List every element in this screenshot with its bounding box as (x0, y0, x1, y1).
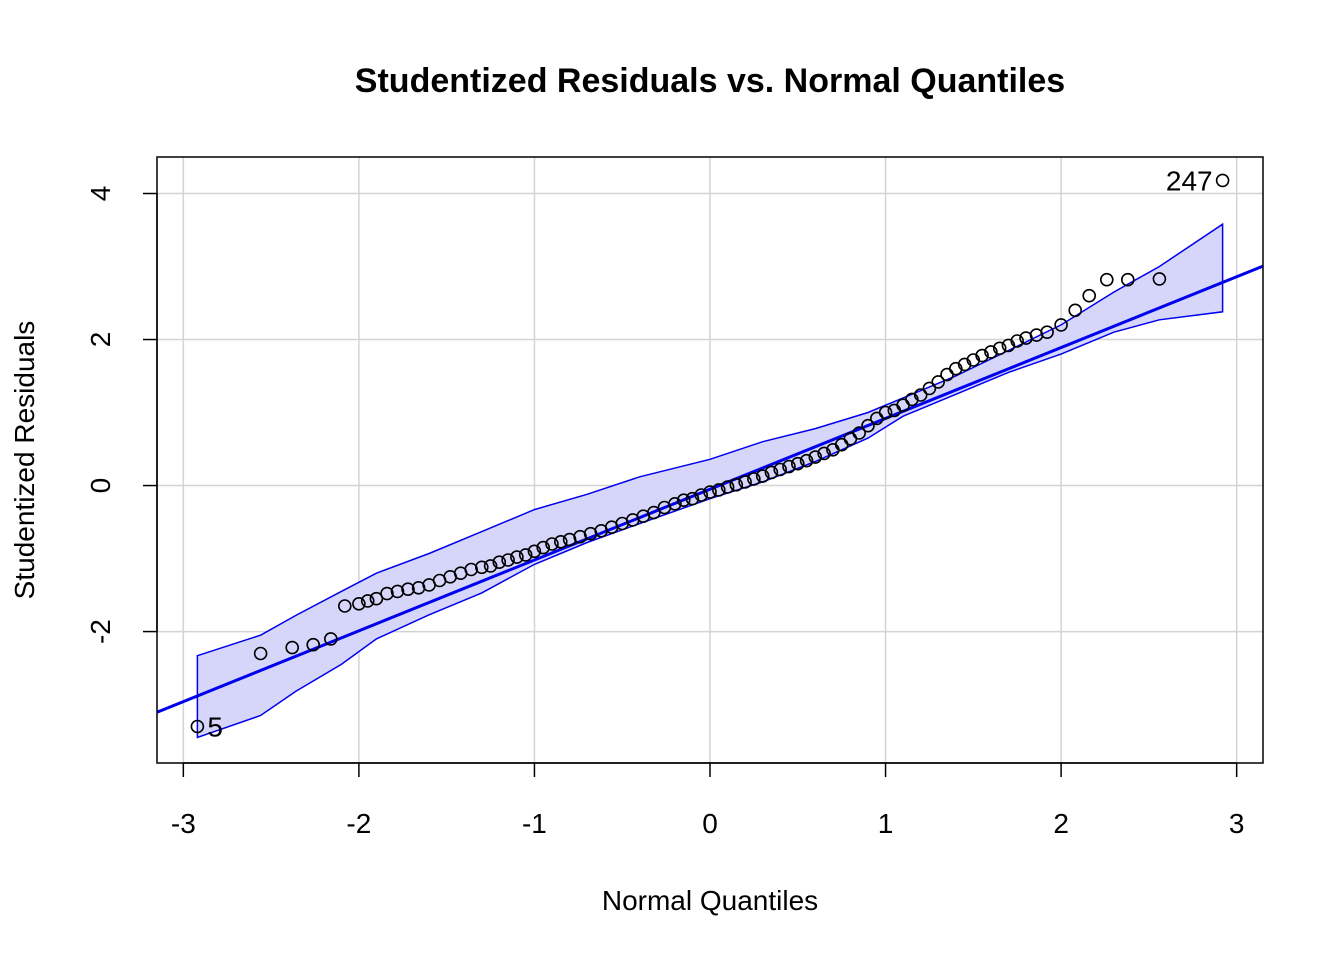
data-point (817, 446, 831, 461)
data-point (464, 562, 479, 577)
confidence-envelope (196, 222, 1224, 739)
data-point (401, 582, 415, 597)
data-point (646, 505, 661, 520)
data-point (685, 491, 700, 506)
x-axis-label: Normal Quantiles (602, 885, 818, 916)
data-point (474, 560, 489, 575)
data-point (337, 599, 352, 613)
data-point (190, 719, 205, 734)
reference-line (157, 264, 1263, 714)
data-point (536, 540, 551, 555)
data-point (323, 632, 338, 646)
data-point (369, 591, 384, 606)
y-tick-label: 0 (85, 478, 116, 494)
data-point (852, 426, 867, 440)
data-point (518, 548, 533, 562)
data-point (545, 537, 559, 551)
data-point (501, 553, 515, 567)
data-point (1010, 334, 1025, 348)
data-point (1152, 272, 1167, 286)
data-point (747, 472, 761, 486)
data-point (808, 450, 823, 464)
data-point (1100, 272, 1114, 287)
data-point (975, 348, 989, 363)
y-tick-label: -2 (85, 619, 116, 644)
data-point (913, 388, 928, 402)
data-point (720, 480, 735, 494)
data-point (390, 584, 405, 599)
data-point (992, 341, 1007, 356)
data-point (483, 559, 498, 573)
data-point (703, 485, 717, 499)
data-point (861, 418, 875, 433)
data-point (1215, 173, 1230, 188)
point-label-247: 247 (1166, 165, 1213, 196)
chart-title: Studentized Residuals vs. Normal Quantil… (355, 62, 1065, 100)
data-point (1040, 325, 1054, 340)
data-point (957, 357, 972, 372)
data-point (553, 534, 568, 549)
data-point (676, 493, 691, 508)
data-point (1082, 288, 1096, 303)
data-point (694, 488, 709, 502)
x-tick-label: -3 (171, 808, 196, 839)
x-tick-label: 2 (1053, 808, 1069, 839)
x-tick-label: 3 (1229, 808, 1245, 839)
data-point (948, 361, 963, 376)
data-point (782, 459, 796, 474)
data-point (738, 475, 752, 489)
data-point (799, 453, 814, 468)
data-point (940, 367, 954, 382)
data-point (931, 375, 946, 389)
data-point (510, 550, 524, 564)
data-point (764, 465, 779, 480)
data-point (380, 586, 394, 601)
data-point (773, 462, 788, 477)
x-tick-label: -1 (522, 808, 547, 839)
y-tick-label: 4 (85, 186, 116, 202)
data-point (253, 646, 268, 661)
data-point (1121, 272, 1135, 287)
data-points (190, 173, 1230, 734)
data-point (352, 596, 366, 611)
x-tick-label: -2 (346, 808, 371, 839)
data-point (527, 544, 542, 559)
data-point (922, 381, 937, 396)
x-axis: -3 -2 -1 0 1 2 3 (171, 762, 1245, 839)
data-point (729, 477, 744, 492)
envelope-band (196, 222, 1224, 739)
data-point (306, 637, 321, 652)
data-point (285, 640, 300, 655)
reference-line-group (157, 264, 1263, 714)
y-axis-label: Studentized Residuals (9, 321, 40, 600)
data-point (1054, 318, 1068, 332)
x-tick-label: 0 (702, 808, 718, 839)
data-point (1068, 303, 1082, 318)
data-point (668, 496, 682, 511)
x-tick-label: 1 (878, 808, 894, 839)
data-point (492, 555, 507, 570)
data-point (984, 345, 998, 359)
y-axis: -2 0 2 4 (85, 186, 158, 644)
data-point (360, 594, 375, 608)
data-point (711, 483, 726, 497)
data-point (878, 405, 893, 420)
data-point (755, 469, 770, 483)
point-label-5: 5 (207, 711, 223, 742)
y-tick-label: 2 (85, 332, 116, 348)
point-annotations: 247 5 (207, 165, 1212, 742)
data-point (790, 456, 805, 471)
